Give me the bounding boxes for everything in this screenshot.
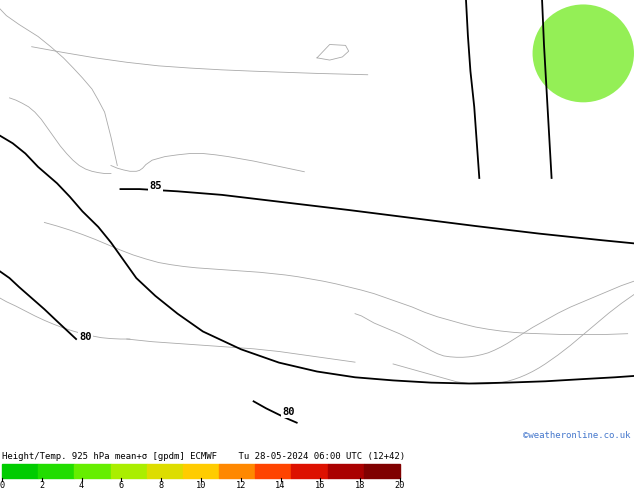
Text: 6: 6 <box>119 482 124 490</box>
Bar <box>364 464 400 478</box>
Bar <box>38 464 74 478</box>
Text: 0: 0 <box>0 482 4 490</box>
Bar <box>256 464 292 478</box>
Text: 80: 80 <box>282 407 295 416</box>
Text: 80: 80 <box>79 332 92 342</box>
Text: 85: 85 <box>149 181 162 191</box>
Text: Height/Temp. 925 hPa mean+σ [gpdm] ECMWF    Tu 28-05-2024 06:00 UTC (12+42): Height/Temp. 925 hPa mean+σ [gpdm] ECMWF… <box>2 452 405 461</box>
Text: 10: 10 <box>196 482 206 490</box>
Ellipse shape <box>533 4 634 102</box>
Text: 2: 2 <box>39 482 44 490</box>
Bar <box>292 464 328 478</box>
Text: 8: 8 <box>158 482 164 490</box>
Text: 20: 20 <box>395 482 405 490</box>
Text: 12: 12 <box>236 482 246 490</box>
Bar <box>110 464 146 478</box>
Text: 18: 18 <box>355 482 365 490</box>
Bar <box>146 464 183 478</box>
Bar <box>2 464 38 478</box>
Text: 4: 4 <box>79 482 84 490</box>
Bar <box>219 464 256 478</box>
Text: 16: 16 <box>315 482 326 490</box>
Bar <box>328 464 364 478</box>
Text: ©weatheronline.co.uk: ©weatheronline.co.uk <box>523 432 631 441</box>
Bar <box>74 464 110 478</box>
Bar <box>183 464 219 478</box>
Text: 14: 14 <box>275 482 286 490</box>
